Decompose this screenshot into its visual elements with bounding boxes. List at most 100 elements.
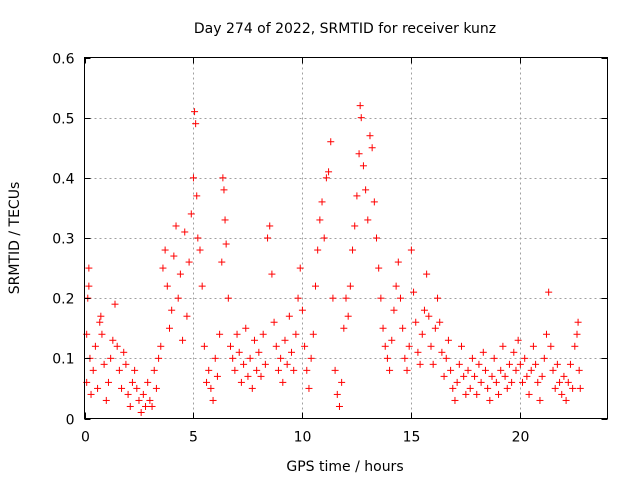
data-point <box>407 246 415 254</box>
data-point <box>447 366 455 374</box>
x-tick-label: 0 <box>81 430 90 446</box>
data-point <box>124 390 132 398</box>
data-point <box>165 324 173 332</box>
data-point <box>538 372 546 380</box>
data-point <box>163 282 171 290</box>
data-point <box>466 384 474 392</box>
data-point <box>503 384 511 392</box>
x-tick-label: 15 <box>403 430 421 446</box>
data-point <box>213 372 221 380</box>
data-point <box>309 330 317 338</box>
data-point <box>357 114 365 122</box>
data-point <box>305 384 313 392</box>
data-point <box>405 342 413 350</box>
data-point <box>207 384 215 392</box>
data-point <box>301 342 309 350</box>
data-point <box>174 294 182 302</box>
data-point <box>383 354 391 362</box>
data-point <box>440 372 448 380</box>
data-point <box>303 366 311 374</box>
data-point <box>200 342 208 350</box>
data-point <box>442 354 450 362</box>
y-tick-label: 0.2 <box>52 292 74 308</box>
data-point <box>484 384 492 392</box>
data-point <box>460 372 468 380</box>
data-point <box>109 336 117 344</box>
data-point <box>340 324 348 332</box>
data-point <box>233 330 241 338</box>
y-tick-label: 0.1 <box>52 352 74 368</box>
y-axis-label: SRMTID / TECUs <box>7 182 23 295</box>
data-point <box>453 378 461 386</box>
data-point <box>412 318 420 326</box>
data-point <box>438 348 446 356</box>
data-point <box>176 270 184 278</box>
data-point <box>168 306 176 314</box>
data-point <box>379 324 387 332</box>
data-point <box>564 378 572 386</box>
data-point <box>113 342 121 350</box>
data-point <box>157 342 165 350</box>
data-point <box>259 330 267 338</box>
data-point <box>473 390 481 398</box>
data-point <box>486 396 494 404</box>
data-point <box>529 342 537 350</box>
data-point <box>131 366 139 374</box>
data-point <box>248 384 256 392</box>
data-point <box>139 390 147 398</box>
data-point <box>325 168 333 176</box>
data-point <box>519 378 527 386</box>
data-point <box>551 384 559 392</box>
data-point <box>244 372 252 380</box>
data-point <box>89 366 97 374</box>
data-point <box>351 222 359 230</box>
data-point <box>521 354 529 362</box>
data-point <box>431 324 439 332</box>
data-point <box>97 312 105 320</box>
data-point <box>102 396 110 404</box>
data-point <box>418 330 426 338</box>
data-point <box>221 216 229 224</box>
data-point <box>191 108 199 116</box>
data-point <box>373 234 381 242</box>
data-point <box>368 144 376 152</box>
data-point <box>479 348 487 356</box>
data-point <box>94 384 102 392</box>
data-point <box>128 378 136 386</box>
data-point <box>255 348 263 356</box>
data-point <box>353 192 361 200</box>
data-point <box>142 402 150 410</box>
x-axis-label: GPS time / hours <box>286 459 403 475</box>
data-point <box>222 240 230 248</box>
axis-ticks <box>84 57 608 420</box>
chart-title: Day 274 of 2022, SRMTID for receiver kun… <box>194 21 496 37</box>
data-point <box>462 390 470 398</box>
data-point <box>96 318 104 326</box>
data-point <box>85 282 93 290</box>
data-point <box>211 354 219 362</box>
data-point <box>414 348 422 356</box>
data-point <box>235 348 243 356</box>
data-point <box>375 264 383 272</box>
data-point <box>294 294 302 302</box>
data-point <box>394 258 402 266</box>
data-point <box>318 198 326 206</box>
data-point <box>523 372 531 380</box>
data-point <box>205 366 213 374</box>
data-point <box>285 312 293 320</box>
data-point <box>444 336 452 344</box>
data-point <box>209 396 217 404</box>
data-point <box>436 318 444 326</box>
data-point <box>455 360 463 368</box>
data-point <box>574 318 582 326</box>
grid-lines <box>84 57 608 419</box>
data-point <box>172 222 180 230</box>
data-point <box>185 258 193 266</box>
data-point <box>227 342 235 350</box>
data-point <box>516 360 524 368</box>
data-point <box>152 384 160 392</box>
data-point <box>501 372 509 380</box>
data-point <box>246 354 254 362</box>
data-point <box>333 390 341 398</box>
data-point <box>283 360 291 368</box>
